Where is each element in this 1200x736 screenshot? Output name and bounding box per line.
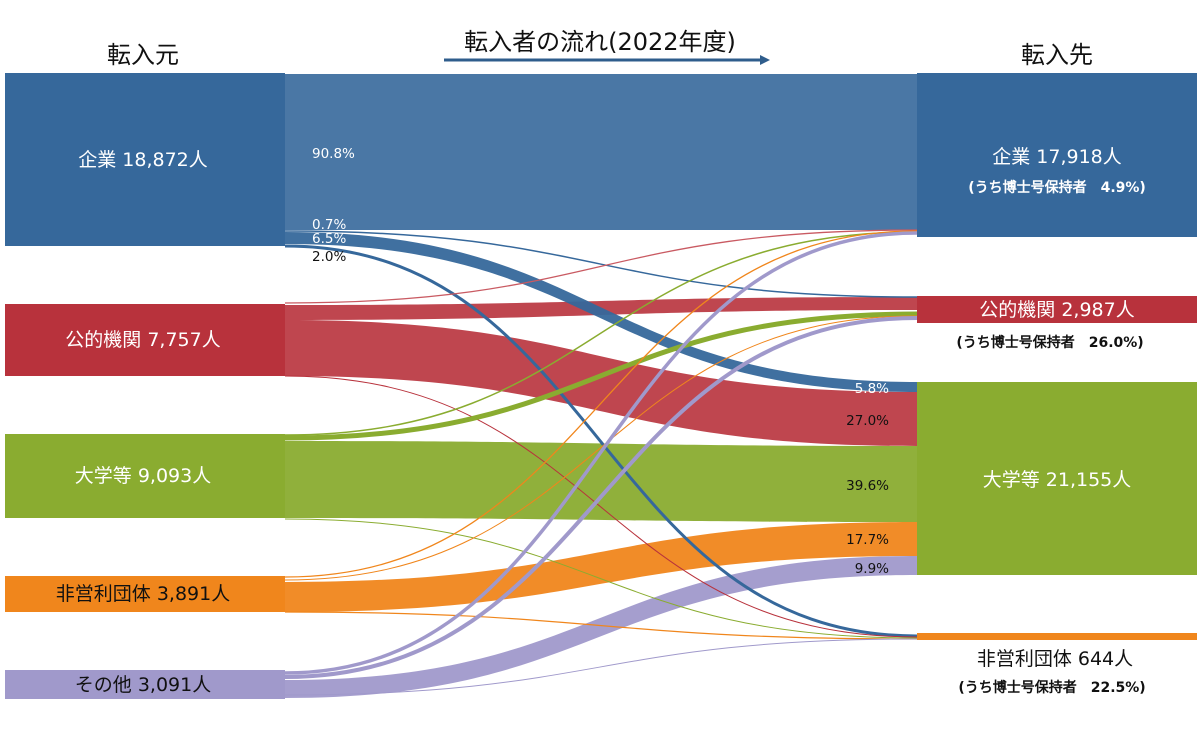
target-label-public: 公的機関 2,987人 <box>979 299 1134 321</box>
flow-other-to-company <box>284 231 918 675</box>
target-label-nonprofit: 非営利団体 644人 <box>977 648 1133 670</box>
flow-university-to-university <box>285 441 917 522</box>
flow-public-to-nonprofit <box>284 375 918 638</box>
source-node-other <box>5 670 285 699</box>
target-sublabel-nonprofit: (うち博士号保持者 22.5%) <box>958 679 1145 696</box>
flow-nonprofit-to-nonprofit <box>284 611 918 640</box>
source-label-public: 公的機関 7,757人 <box>65 329 220 351</box>
flow-university-to-public <box>284 311 918 441</box>
source-node-nonprofit <box>5 576 285 612</box>
source-node-company <box>5 73 285 246</box>
flow-company-to-university <box>285 232 917 392</box>
target-node-nonprofit <box>917 633 1197 640</box>
target-label-university: 大学等 21,155人 <box>983 469 1132 491</box>
inflow-label-nonprofit-university: 17.7% <box>846 532 889 548</box>
inflow-label-university-university: 39.6% <box>846 478 889 494</box>
source-node-university <box>5 434 285 518</box>
target-node-public <box>917 296 1197 323</box>
flow-other-to-public <box>284 316 918 679</box>
flow-university-to-nonprofit <box>284 518 918 639</box>
target-node-company <box>917 73 1197 237</box>
flow-label-company-to-nonprofit: 2.0% <box>312 249 346 265</box>
target-header: 転入先 <box>1021 41 1093 69</box>
flow-other-to-nonprofit <box>284 638 918 696</box>
source-node-public <box>5 304 285 376</box>
source-label-other: その他 3,091人 <box>75 674 211 696</box>
target-label-company: 企業 17,918人 <box>992 146 1122 168</box>
flow-ribbons <box>284 74 918 698</box>
inflow-label-other-university: 9.9% <box>855 561 889 577</box>
flow-public-to-university <box>285 320 917 446</box>
flow-nonprofit-to-company <box>284 230 918 578</box>
source-label-university: 大学等 9,093人 <box>75 465 211 487</box>
flow-company-to-public <box>284 230 918 298</box>
source-label-nonprofit: 非営利団体 3,891人 <box>56 583 230 605</box>
flow-other-to-university <box>285 556 917 698</box>
target-sublabel-public: (うち博士号保持者 26.0%) <box>956 334 1143 351</box>
flow-nonprofit-to-university <box>285 522 917 612</box>
flow-nonprofit-to-public <box>284 315 918 581</box>
flow-company-to-nonprofit <box>284 244 918 638</box>
flow-university-to-company <box>284 231 918 436</box>
flow-title: 転入者の流れ(2022年度) <box>464 28 736 56</box>
source-header: 転入元 <box>107 41 179 69</box>
target-node-university <box>917 382 1197 575</box>
flow-label-company-to-university: 6.5% <box>312 231 346 247</box>
inflow-label-company-university: 5.8% <box>855 381 889 397</box>
flow-company-to-company <box>285 74 917 230</box>
flow-public-to-company <box>284 229 918 304</box>
flow-label-company-to-company: 90.8% <box>312 146 355 162</box>
inflow-label-public-university: 27.0% <box>846 413 889 429</box>
flow-label-company-to-public: 0.7% <box>312 217 346 233</box>
target-sublabel-company: (うち博士号保持者 4.9%) <box>968 179 1146 196</box>
source-label-company: 企業 18,872人 <box>78 149 208 171</box>
